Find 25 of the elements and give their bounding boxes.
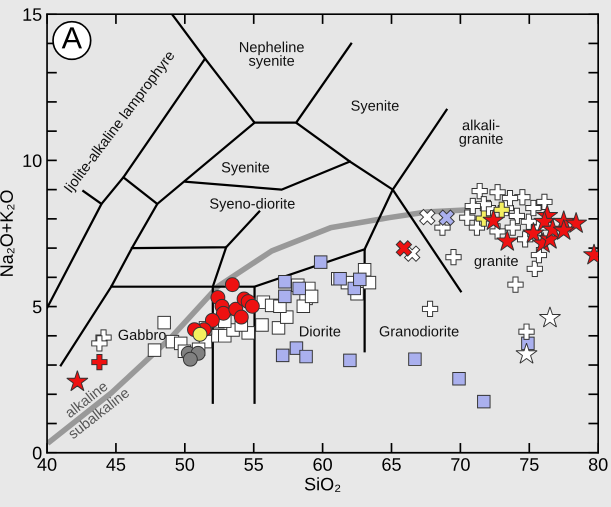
x-tick-label: 60 [313, 458, 332, 471]
x-tick-label: 75 [520, 458, 539, 471]
annotation: Diorite [300, 326, 340, 336]
annotation: A [62, 27, 82, 48]
annotation: Granodiorite [380, 326, 459, 336]
x-tick-label: 80 [588, 458, 608, 471]
x-axis-title: SiO₂ [304, 477, 340, 492]
annotation: Gabbro [118, 329, 166, 340]
annotation: Nepheline syenite [240, 42, 304, 69]
y-tick-label: 10 [23, 154, 42, 168]
x-tick-label: 50 [176, 458, 194, 471]
y-axis-title: Na₂O+K₂O [0, 190, 14, 276]
x-tick-label: 70 [451, 458, 470, 471]
x-tick-label: 45 [106, 458, 126, 471]
annotation: Syeno-diorite [210, 198, 295, 212]
x-tick-label: 55 [244, 458, 264, 471]
y-tick-label: 0 [32, 446, 42, 460]
annotation: Syenite [222, 162, 270, 176]
annotation: Syenite [351, 100, 399, 114]
x-tick-label: 65 [382, 458, 401, 471]
annotation: granite [474, 255, 518, 269]
y-tick-label: 5 [32, 300, 42, 314]
y-tick-label: 15 [23, 8, 42, 21]
x-tick-label: 40 [37, 458, 56, 471]
annotation: alkali- granite [459, 120, 503, 147]
